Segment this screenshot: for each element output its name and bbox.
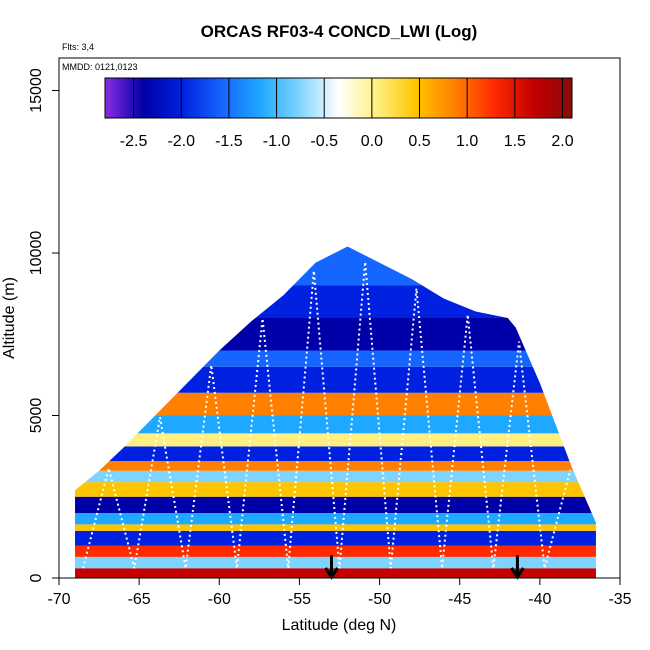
colorbar-tick-label: -2.5 — [120, 133, 148, 150]
colorbar-tick-label: -2.0 — [167, 133, 195, 150]
y-axis: 0 5000 10000 15000 — [28, 68, 59, 582]
colorbar-tick-label: -0.5 — [310, 133, 338, 150]
marker-arrows — [324, 555, 525, 580]
y-tick-label: 5000 — [28, 398, 45, 434]
heatmap-bands — [75, 246, 596, 578]
colorbar-tick-label: 0.0 — [361, 133, 383, 150]
x-tick-label: -40 — [528, 591, 551, 608]
x-tick-label: -45 — [448, 591, 471, 608]
x-axis: -70 -65 -60 -55 -50 -45 -40 -35 — [47, 578, 632, 608]
heatmap-band — [75, 285, 596, 318]
x-tick-label: -35 — [608, 591, 631, 608]
heatmap-band — [75, 545, 596, 557]
y-tick-label: 15000 — [28, 68, 45, 113]
heatmap-band — [75, 446, 596, 461]
x-axis-label: Latitude (deg N) — [282, 617, 397, 634]
heatmap-band — [75, 524, 596, 531]
flight-track-line — [82, 261, 572, 569]
heatmap-band — [75, 392, 596, 416]
flight-track — [82, 261, 572, 569]
chart-title: ORCAS RF03-4 CONCD_LWI (Log) — [201, 22, 478, 41]
flights-annotation: Flts: 3,4 — [62, 42, 94, 52]
colorbar-tick-label: 2.0 — [551, 133, 573, 150]
colorbar-tick-label: 0.5 — [408, 133, 430, 150]
heatmap-band — [75, 350, 596, 367]
colorbar-box — [104, 77, 573, 119]
y-tick-label: 0 — [28, 573, 45, 582]
dates-annotation: MMDD: 0121,0123 — [62, 62, 138, 72]
heatmap-area — [75, 246, 596, 578]
colorbar-ticks: -2.5 -2.0 -1.5 -1.0 -0.5 0.0 0.5 1.0 1.5 2.0 — [120, 78, 574, 150]
y-tick-label: 10000 — [28, 231, 45, 276]
heatmap-band — [75, 482, 596, 497]
x-tick-label: -55 — [288, 591, 311, 608]
colorbar-tick-label: -1.0 — [263, 133, 291, 150]
marker-arrow-head — [324, 567, 339, 580]
y-axis-label: Altitude (m) — [1, 277, 18, 359]
marker-arrow-head — [510, 567, 525, 580]
heatmap-band — [75, 556, 596, 569]
heatmap-band — [75, 568, 596, 578]
heatmap-band — [75, 415, 596, 434]
heatmap-band — [75, 496, 596, 513]
heatmap-band — [75, 530, 596, 546]
x-tick-label: -65 — [128, 591, 151, 608]
heatmap-band — [75, 246, 596, 286]
heatmap-band — [75, 366, 596, 393]
heatmap-band — [75, 318, 596, 351]
colorbar-tick-label: 1.0 — [456, 133, 478, 150]
colorbar: -2.5 -2.0 -1.5 -1.0 -0.5 0.0 0.5 1.0 1.5 2.0 — [104, 77, 574, 150]
heatmap-band — [75, 433, 596, 447]
colorbar-tick-label: -1.5 — [215, 133, 243, 150]
x-tick-label: -50 — [368, 591, 391, 608]
heatmap-band — [75, 461, 596, 471]
x-tick-label: -70 — [47, 591, 70, 608]
colorbar-tick-label: 1.5 — [504, 133, 526, 150]
heatmap-band — [75, 470, 596, 483]
x-tick-label: -60 — [208, 591, 231, 608]
plot-frame — [58, 57, 621, 579]
